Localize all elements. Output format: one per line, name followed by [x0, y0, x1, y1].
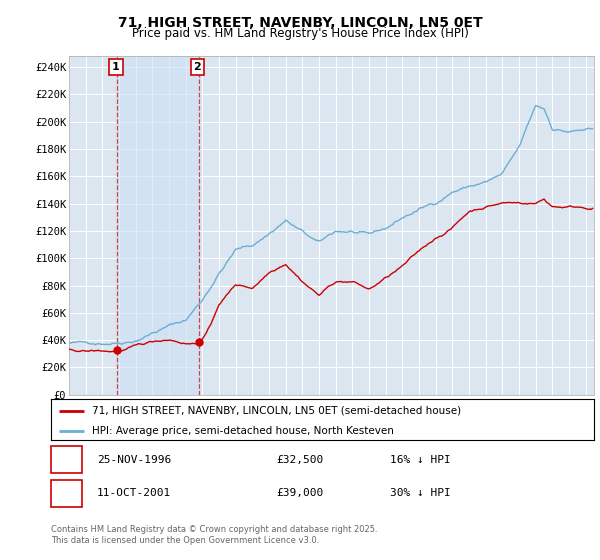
Text: 25-NOV-1996: 25-NOV-1996	[97, 455, 172, 465]
Text: Contains HM Land Registry data © Crown copyright and database right 2025.
This d: Contains HM Land Registry data © Crown c…	[51, 525, 377, 545]
Text: £32,500: £32,500	[276, 455, 323, 465]
Text: £39,000: £39,000	[276, 488, 323, 498]
Text: 2: 2	[62, 487, 71, 500]
Bar	[118, 56, 199, 395]
Text: Price paid vs. HM Land Registry's House Price Index (HPI): Price paid vs. HM Land Registry's House …	[131, 27, 469, 40]
Text: 1: 1	[62, 453, 71, 466]
Text: 16% ↓ HPI: 16% ↓ HPI	[390, 455, 451, 465]
Text: 1: 1	[112, 62, 120, 72]
Text: 2: 2	[194, 62, 202, 72]
Text: 11-OCT-2001: 11-OCT-2001	[97, 488, 172, 498]
Text: 71, HIGH STREET, NAVENBY, LINCOLN, LN5 0ET: 71, HIGH STREET, NAVENBY, LINCOLN, LN5 0…	[118, 16, 482, 30]
Text: 71, HIGH STREET, NAVENBY, LINCOLN, LN5 0ET (semi-detached house): 71, HIGH STREET, NAVENBY, LINCOLN, LN5 0…	[92, 405, 461, 416]
Text: HPI: Average price, semi-detached house, North Kesteven: HPI: Average price, semi-detached house,…	[92, 426, 394, 436]
Text: 30% ↓ HPI: 30% ↓ HPI	[390, 488, 451, 498]
